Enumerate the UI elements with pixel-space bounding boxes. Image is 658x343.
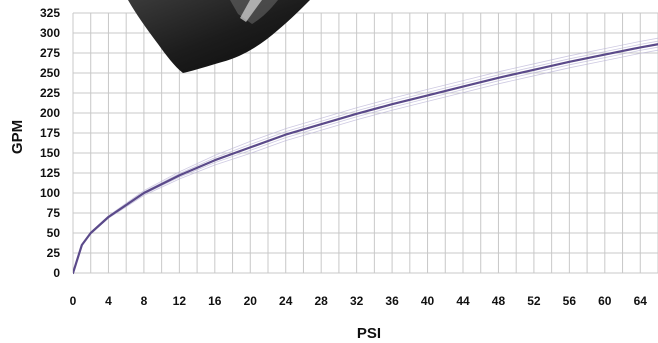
confidence-band-line [73,37,658,274]
y-tick-label: 300 [40,26,60,40]
x-tick-label: 12 [173,294,187,308]
x-axis-title: PSI [357,325,381,342]
x-tick-label: 64 [634,294,648,308]
x-tick-label: 48 [492,294,506,308]
x-tick-label: 44 [456,294,470,308]
x-tick-label: 0 [70,294,77,308]
y-axis-ticks: 0 25 50 75 100 125 150 175 200 225 250 275 300 325 [40,6,60,280]
x-tick-label: 24 [279,294,293,308]
y-tick-label: 325 [40,6,60,20]
x-tick-label: 36 [385,294,399,308]
x-tick-label: 28 [315,294,329,308]
y-tick-label: 50 [47,226,61,240]
y-tick-label: 200 [40,106,60,120]
x-tick-label: 4 [105,294,112,308]
x-tick-label: 8 [141,294,148,308]
confidence-band-line [73,46,658,274]
y-tick-label: 0 [53,266,60,280]
x-axis-ticks: 0 4 8 12 16 20 24 28 32 36 40 44 48 52 56 60 64 [70,294,648,308]
x-tick-label: 20 [244,294,258,308]
y-tick-label: 275 [40,46,60,60]
x-tick-label: 16 [208,294,222,308]
confidence-band-line [73,40,658,274]
x-tick-label: 40 [421,294,435,308]
x-tick-label: 32 [350,294,364,308]
x-tick-label: 52 [527,294,541,308]
y-tick-label: 125 [40,166,60,180]
y-tick-label: 150 [40,146,60,160]
y-tick-label: 175 [40,126,60,140]
x-tick-label: 56 [563,294,577,308]
y-tick-label: 100 [40,186,60,200]
y-tick-label: 250 [40,66,60,80]
y-tick-label: 75 [47,206,61,220]
y-axis-title: GPM [9,120,26,154]
confidence-band-line [73,49,658,274]
y-tick-label: 225 [40,86,60,100]
series-lines [73,43,658,275]
y-tick-label: 25 [47,246,61,260]
black-nozzle-photo [128,0,310,73]
x-tick-label: 60 [598,294,612,308]
gpm-series-line [73,43,658,275]
grid-lines [72,12,658,274]
